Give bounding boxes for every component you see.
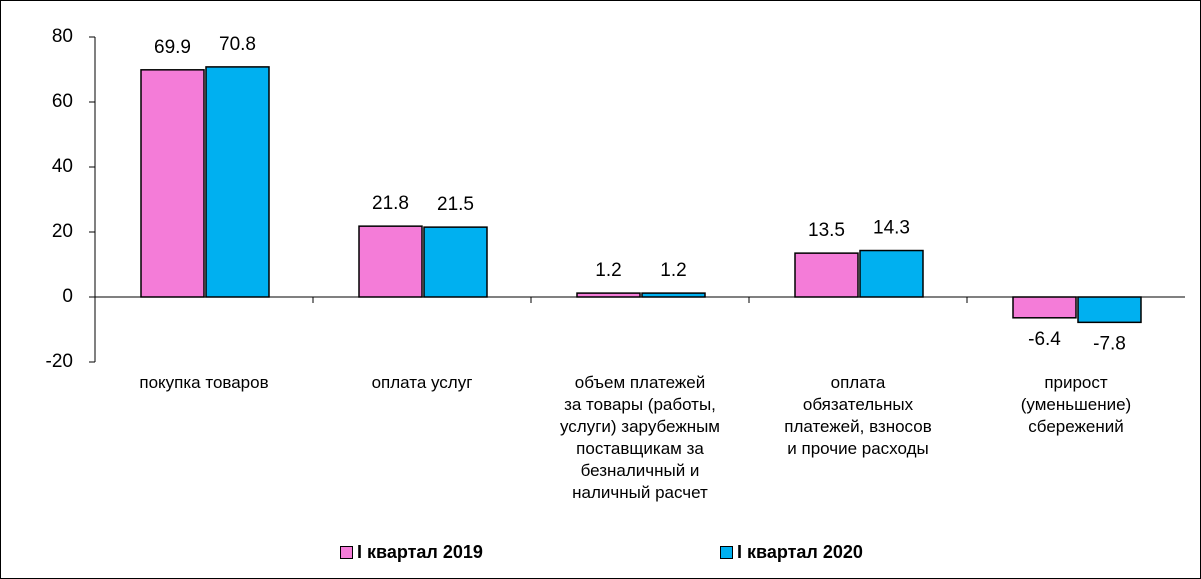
value-label: 1.2	[595, 260, 621, 281]
legend-swatch	[340, 546, 353, 559]
value-label: 13.5	[808, 220, 845, 241]
legend-item: I квартал 2019	[340, 542, 483, 563]
x-tick-label: оплата обязательных платежей, взносов и …	[784, 373, 932, 458]
value-label: 14.3	[873, 218, 910, 239]
legend-label: I квартал 2019	[357, 542, 483, 562]
value-label: 69.9	[154, 37, 191, 58]
value-label: 21.8	[372, 193, 409, 214]
bar	[859, 249, 924, 298]
x-tick-label: объем платежей за товары (работы, услуги…	[560, 373, 720, 502]
value-label: 21.5	[437, 194, 474, 215]
bar	[140, 69, 205, 298]
x-tick-label: покупка товаров	[139, 373, 269, 392]
legend-item: I квартал 2020	[720, 542, 863, 563]
bar	[1077, 296, 1142, 324]
bar	[423, 226, 488, 298]
bar	[1012, 296, 1077, 319]
bar	[641, 292, 706, 298]
bar	[205, 66, 270, 298]
x-tick-label: прирост (уменьшение) сбережений	[1020, 373, 1132, 436]
y-tick-label: 20	[52, 221, 73, 242]
legend-swatch	[720, 546, 733, 559]
legend-label: I квартал 2020	[737, 542, 863, 562]
value-label: -7.8	[1093, 333, 1126, 354]
bar	[794, 252, 859, 298]
y-tick-label: -20	[46, 351, 73, 372]
bar	[358, 225, 423, 298]
value-label: -6.4	[1028, 329, 1061, 350]
x-tick-label: оплата услуг	[371, 373, 473, 392]
y-tick-label: 80	[52, 26, 73, 47]
bar	[576, 292, 641, 298]
value-label: 70.8	[219, 34, 256, 55]
y-tick-label: 60	[52, 91, 73, 112]
value-label: 1.2	[660, 260, 686, 281]
y-tick-label: 40	[52, 156, 73, 177]
y-tick-label: 0	[62, 286, 73, 307]
